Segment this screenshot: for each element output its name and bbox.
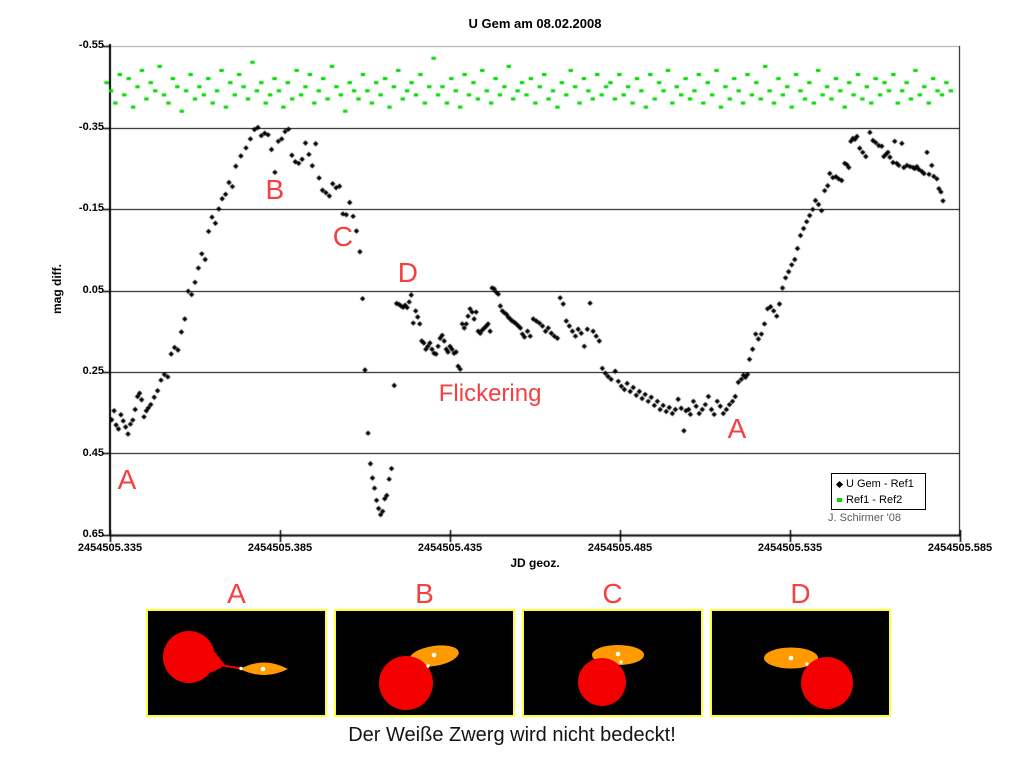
y-tick-label: 0.65 [82,528,104,540]
annotation-c: C [332,221,354,253]
red-giant-star [578,658,626,706]
y-tick-label: 0.25 [82,365,104,377]
diamond-marker-icon [835,480,844,488]
x-tick-label: 2454505.385 [247,542,313,554]
mass-stream [222,664,242,670]
x-tick-label: 2454505.535 [757,542,823,554]
panel-label-a: A [227,578,246,609]
panel-phase-a [146,609,327,717]
x-tick-label: 2454505.335 [77,542,143,554]
panel-label-d: D [790,578,811,609]
binary-diagram-a [163,631,288,683]
y-tick-label: -0.15 [78,202,104,214]
legend-label: Ref1 - Ref2 [846,494,903,506]
binary-diagram-b [379,645,459,710]
white-dwarf-dot [788,655,794,661]
binary-diagram-d [764,647,853,709]
red-giant-star [379,656,433,710]
y-tick-label: 0.45 [82,446,104,459]
hot-spot-dot [426,664,430,668]
square-marker-icon [837,498,842,502]
x-axis-title: JD geoz. [510,556,560,570]
panel-phase-b [334,609,515,717]
legend-box: U Gem - Ref1 Ref1 - Ref2 [831,473,926,510]
panel-label-b: B [415,578,434,609]
y-tick-label: 0.05 [82,283,104,296]
white-dwarf-dot [615,651,621,657]
hot-spot-dot [619,660,623,664]
red-giant-star [801,657,853,709]
white-dwarf-dot [260,666,266,672]
binary-diagram-c [578,645,644,706]
x-tick-label: 2454505.435 [417,542,483,554]
panel-phase-c [522,609,703,717]
x-tick-label: 2454505.485 [587,542,653,554]
legend-label: U Gem - Ref1 [846,478,914,490]
annotation-a: A [117,463,137,495]
y-tick-label: -0.55 [78,39,104,51]
hot-spot-dot [805,662,809,666]
panel-phase-d [710,609,891,717]
annotation-d: D [397,256,418,288]
red-giant-tail [197,637,225,677]
figure-caption: Der Weiße Zwerg wird nicht bedeckt! [348,724,676,746]
y-axis-title: mag diff. [50,264,64,314]
credit-text: J. Schirmer '08 [828,512,902,524]
x-tick-label: 2454505.585 [927,542,993,554]
annotation-b: B [265,173,285,205]
panel-label-c: C [602,578,623,609]
annotation-a: A [727,413,747,445]
y-tick-label: -0.35 [78,120,104,133]
legend-item-ref: Ref1 - Ref2 [837,492,925,508]
white-dwarf-dot [431,652,437,658]
legend-item-ugem: U Gem - Ref1 [835,476,925,492]
hot-spot-dot [239,666,243,671]
annotation-flickering: Flickering [438,380,542,407]
